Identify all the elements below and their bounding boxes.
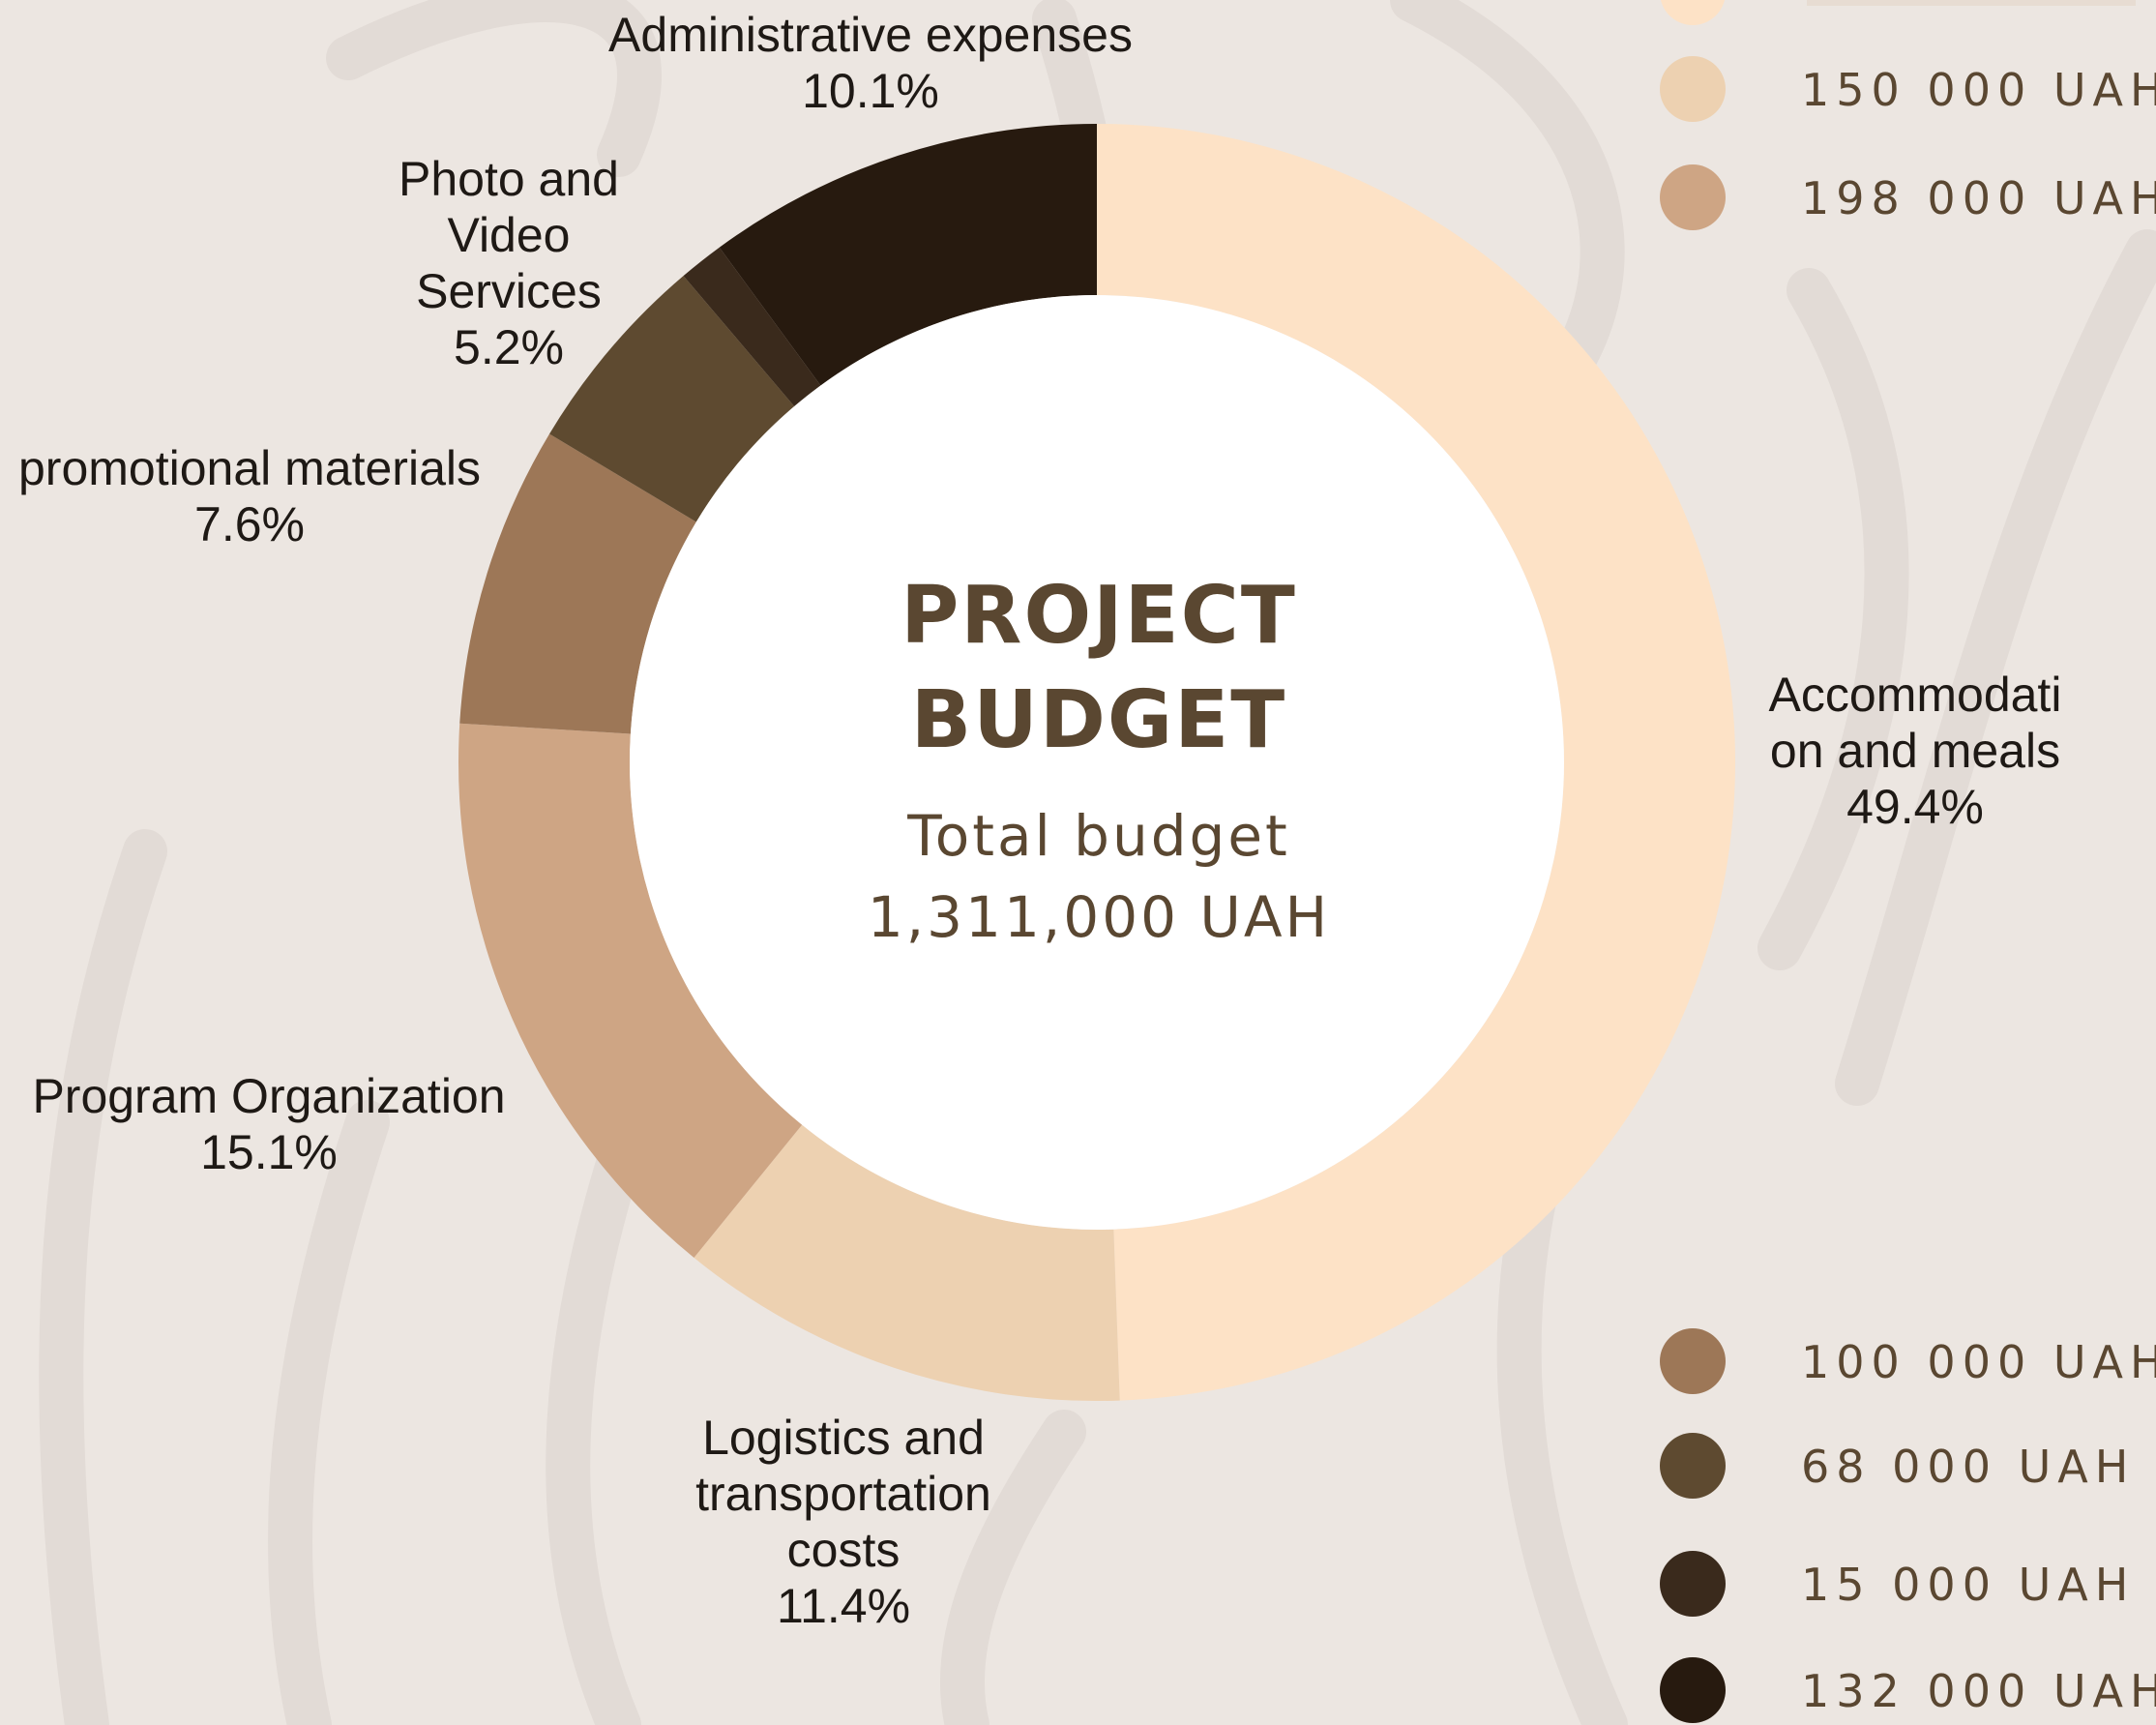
donut-slice [458,723,803,1258]
slice-category-label: Accommodati [1769,668,2062,722]
donut-slice [683,247,821,406]
center-title-line-1: PROJECT [901,570,1297,662]
slice-percent-label: 11.4% [777,1579,910,1633]
donut-slice [549,276,795,522]
legend-swatch [1660,1657,1726,1723]
legend-text: 198 000 UAH [1801,172,2156,224]
slice-category-label: on and meals [1770,724,2060,778]
legend-text: 15 000 UAH [1801,1559,2135,1611]
legend-swatch-partial [1660,0,1726,25]
legend-text: 150 000 UAH [1801,64,2156,116]
center-subtitle: Total budget [906,803,1290,869]
center-text: PROJECT BUDGET Total budget 1,311,000 UA… [868,570,1330,950]
slice-category-label: Program Organization [32,1069,505,1123]
donut-slices [458,123,1736,1402]
legend-swatch [1660,164,1726,230]
slice-category-label: costs [787,1523,901,1577]
slice-category-label: Photo and [399,152,619,206]
donut-slice [459,433,696,734]
legend-text: 68 000 UAH [1801,1441,2135,1493]
legend-swatch [1660,56,1726,122]
legend-text: 132 000 UAH [1801,1665,2156,1717]
legend-swatch [1660,1328,1726,1394]
legend-swatch [1660,1433,1726,1499]
donut-slice [719,123,1097,386]
donut-hole [630,295,1564,1230]
center-title-line-2: BUDGET [911,674,1286,766]
donut-slice [694,1124,1120,1402]
slice-category-label: Administrative expenses [608,8,1133,62]
slice-percent-label: 7.6% [194,497,305,551]
slice-category-label: Services [416,264,602,318]
slice-percent-label: 10.1% [802,64,939,118]
donut-slice [1097,124,1736,1401]
slice-category-label: Video [448,208,571,262]
legend-text: 100 000 UAH [1801,1336,2156,1388]
legend-swatch [1660,1551,1726,1617]
legend-top: 150 000 UAH 198 000 UAH [1660,0,2156,230]
legend-text-partial [1807,0,2136,6]
slice-percent-label: 15.1% [200,1125,338,1179]
center-total: 1,311,000 UAH [868,884,1330,950]
slice-percent-label: 5.2% [454,320,564,374]
legend-bottom: 100 000 UAH 68 000 UAH 15 000 UAH 132 00… [1660,1328,2156,1723]
slice-category-label: Logistics and [702,1411,985,1465]
slice-percent-label: 49.4% [1846,780,1984,834]
slice-category-label: transportation [695,1467,991,1521]
slice-category-label: promotional materials [18,441,481,495]
